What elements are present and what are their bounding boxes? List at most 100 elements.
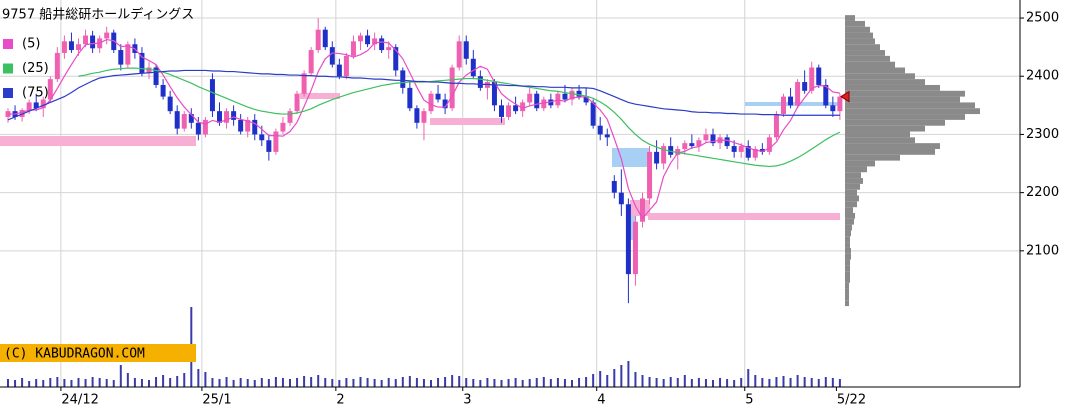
profile-bar [845, 172, 861, 179]
volume-bar [726, 379, 729, 387]
volume-bar [176, 376, 179, 387]
volume-bar [331, 379, 334, 387]
volume-bar [7, 379, 9, 387]
volume-bar [486, 378, 489, 387]
candle-body [773, 114, 779, 138]
candle-body [463, 41, 469, 59]
candle-body [407, 87, 413, 109]
volume-bar [246, 379, 249, 387]
profile-bar [845, 189, 857, 196]
candle-body [160, 84, 166, 97]
profile-bar [845, 114, 965, 120]
grid [0, 0, 1020, 387]
candle-body [315, 29, 321, 51]
candle-body [710, 134, 716, 144]
candle-body [654, 151, 660, 164]
candle-body [689, 143, 695, 147]
profile-bar [845, 61, 895, 68]
candle-body [224, 111, 230, 123]
profile-bar [845, 207, 853, 213]
volume-bar [817, 379, 820, 387]
x-tick-label: 25/1 [202, 393, 231, 408]
volume-bar [140, 379, 143, 387]
legend-swatch [3, 39, 13, 49]
candle-body [33, 102, 39, 109]
volume-bar [380, 380, 383, 387]
volume-bar [831, 378, 834, 387]
y-tick-label: 2100 [1026, 243, 1059, 258]
zone [0, 136, 196, 146]
profile-bar [845, 288, 849, 295]
volume-bar [775, 377, 778, 387]
profile-bar [845, 212, 855, 219]
candle-body [682, 143, 688, 149]
volume-bar [606, 375, 609, 387]
volume-bar [571, 380, 573, 387]
volume-bar [303, 376, 306, 387]
profile-bar [845, 15, 855, 21]
candle-body [703, 134, 709, 141]
volume-bar [444, 377, 447, 387]
candle-body [527, 93, 533, 103]
x-tick-label: 3 [463, 393, 471, 408]
x-tick-label: 24/12 [61, 393, 98, 408]
x-tick-label: 4 [597, 393, 605, 408]
volume-bar [289, 379, 291, 387]
volume-bar [563, 379, 566, 387]
volume-bar [169, 378, 172, 387]
candle-body [520, 102, 526, 112]
profile-bar [845, 79, 925, 85]
candle-body [837, 96, 843, 112]
volume-bar [401, 377, 404, 387]
volume-bar [296, 378, 299, 387]
candle-body [245, 119, 251, 132]
legend-label: (75) [22, 86, 49, 101]
volume-bar [281, 378, 284, 387]
volume-bar [613, 369, 616, 387]
volume-bar [56, 377, 59, 387]
profile-bar [845, 230, 851, 237]
volume-bar [211, 378, 214, 387]
profile-bar [845, 166, 867, 173]
candle-body [146, 67, 152, 74]
profile-bar [845, 253, 851, 260]
profile-bar [845, 148, 935, 155]
candle-body [632, 221, 638, 275]
zone [430, 118, 505, 125]
y-tick-label: 2200 [1026, 185, 1059, 200]
volume-bar [704, 379, 707, 387]
volume-bar [63, 379, 66, 387]
candle-body [802, 82, 808, 91]
candle-body [506, 105, 512, 117]
volume-bar [458, 376, 461, 387]
volume-bar [542, 377, 545, 387]
volume-bar [359, 377, 362, 387]
candle-body [766, 137, 772, 152]
volume-bar [627, 361, 630, 387]
candle-body [668, 146, 674, 155]
profile-bar [845, 96, 960, 103]
volume-bar [528, 379, 531, 387]
profile-bar [845, 154, 900, 161]
volume-bar [267, 379, 270, 387]
profile-bar [845, 102, 975, 109]
legend-swatch [3, 63, 13, 74]
candle-body [259, 134, 265, 141]
volume-bar [14, 380, 17, 387]
volume-bar [712, 380, 714, 387]
volume-bar [655, 378, 658, 387]
candle-body [280, 122, 286, 132]
profile-bar [845, 84, 940, 91]
volume-bar [599, 371, 602, 387]
candle-body [809, 67, 815, 91]
candle-body [47, 79, 53, 100]
candle-body [421, 111, 427, 123]
candle-body [68, 41, 74, 51]
profile-bar [845, 38, 875, 45]
candle-body [752, 148, 758, 158]
volume-bar [514, 378, 517, 387]
volume-bar [218, 379, 221, 387]
candle-body [477, 76, 483, 88]
candle-body [414, 108, 420, 123]
candle-body [153, 67, 159, 85]
